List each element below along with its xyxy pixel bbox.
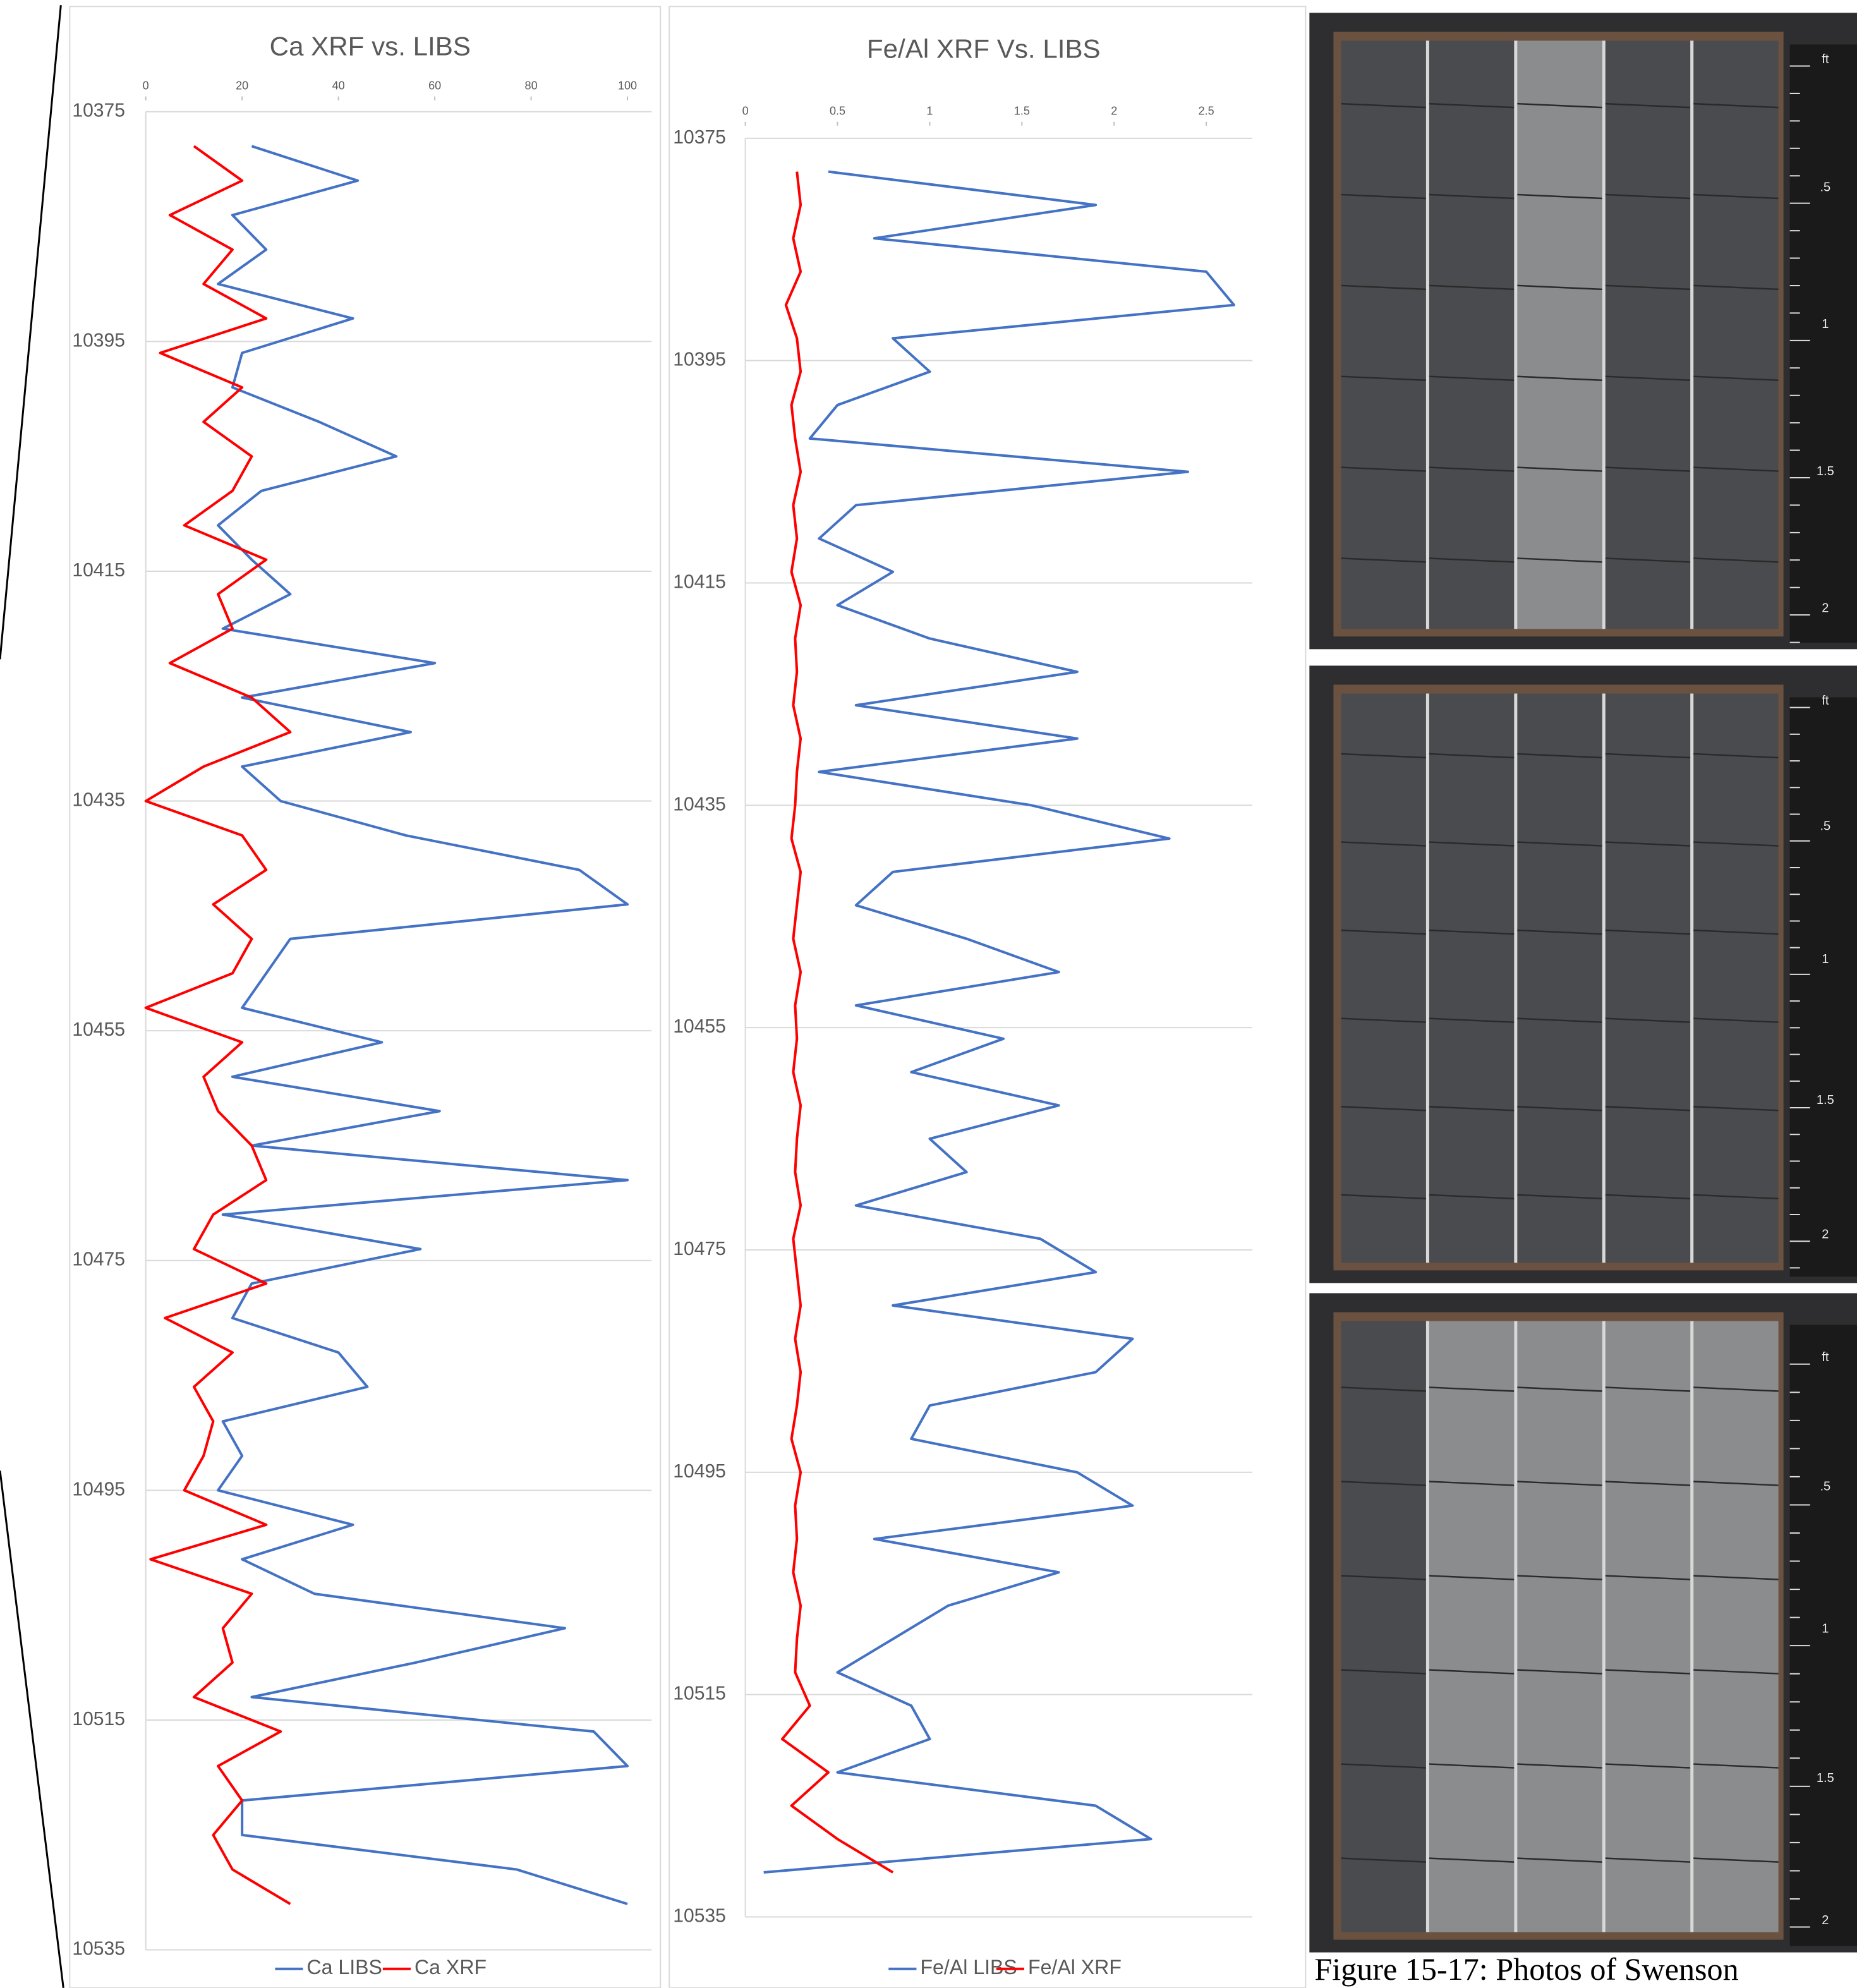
y-tick-label: 10515 xyxy=(72,1709,125,1730)
ruler-label: 2 xyxy=(1822,1913,1829,1927)
y-tick-label: 10475 xyxy=(72,1249,125,1270)
ruler-label: .5 xyxy=(1820,819,1830,833)
core-column xyxy=(1517,40,1602,629)
x-tick-label: 0 xyxy=(143,79,149,92)
core-column xyxy=(1693,1321,1778,1932)
page: ft .5 1 1.5 2 ft .5 1 1.5 2 ft .5 1 1.5 2 Figure 15-17… xyxy=(0,0,1857,1988)
ruler-label: 1 xyxy=(1822,317,1829,331)
core-column xyxy=(1517,694,1602,1263)
ruler-label: ft xyxy=(1822,52,1829,66)
legend-label: Ca XRF xyxy=(414,1956,487,1979)
x-tick-label: 60 xyxy=(428,79,441,92)
x-tick-label: 1.5 xyxy=(1014,104,1030,117)
y-tick-label: 10375 xyxy=(673,127,726,148)
y-tick-label: 10395 xyxy=(72,330,125,351)
x-tick-label: 1 xyxy=(926,104,933,117)
y-tick-label: 10455 xyxy=(72,1019,125,1040)
y-tick-label: 10435 xyxy=(673,794,726,815)
y-tick-label: 10395 xyxy=(673,349,726,370)
chart-panel xyxy=(70,6,660,1988)
zoom-line xyxy=(0,1470,63,1988)
y-tick-label: 10455 xyxy=(673,1016,726,1037)
ruler-label: 1.5 xyxy=(1817,1771,1834,1785)
y-tick-label: 10475 xyxy=(673,1239,726,1259)
y-tick-label: 10435 xyxy=(72,790,125,811)
x-tick-label: 2.5 xyxy=(1199,104,1214,117)
caption: Figure 15-17: Photos of Swenson xyxy=(1314,1951,1738,1987)
ruler-label: .5 xyxy=(1820,1480,1830,1494)
photos: ft .5 1 1.5 2 ft .5 1 1.5 2 ft .5 1 1.5 2 xyxy=(1309,13,1857,1952)
core-column xyxy=(1341,694,1425,1263)
ruler xyxy=(1790,44,1857,643)
y-tick-label: 10495 xyxy=(72,1479,125,1500)
ruler-label: 2 xyxy=(1822,1227,1829,1241)
ruler xyxy=(1790,698,1857,1277)
ruler-label: 1 xyxy=(1822,952,1829,966)
ruler-label: 1.5 xyxy=(1817,1093,1834,1107)
y-tick-label: 10515 xyxy=(673,1683,726,1704)
legend-label: Fe/Al LIBS xyxy=(920,1956,1017,1979)
core-column xyxy=(1341,1321,1425,1932)
ruler-label: 2 xyxy=(1822,601,1829,615)
core-column xyxy=(1429,40,1514,629)
x-tick-label: 100 xyxy=(618,79,637,92)
x-tick-label: 0.5 xyxy=(830,104,845,117)
core-column xyxy=(1341,40,1425,629)
core-column xyxy=(1693,694,1778,1263)
core-column xyxy=(1693,40,1778,629)
chart-title: Fe/Al XRF Vs. LIBS xyxy=(867,34,1101,64)
y-tick-label: 10535 xyxy=(72,1939,125,1960)
ruler-label: ft xyxy=(1822,694,1829,708)
zoom-line xyxy=(0,5,61,659)
x-tick-label: 0 xyxy=(742,104,749,117)
ruler-label: .5 xyxy=(1820,180,1830,194)
core-column xyxy=(1606,694,1690,1263)
ruler-label: ft xyxy=(1822,1350,1829,1364)
y-tick-label: 10415 xyxy=(72,560,125,581)
chart-panel xyxy=(669,6,1305,1988)
ruler-label: 1 xyxy=(1822,1621,1829,1635)
y-tick-label: 10495 xyxy=(673,1461,726,1482)
x-tick-label: 2 xyxy=(1111,104,1117,117)
x-tick-label: 20 xyxy=(236,79,248,92)
core-column xyxy=(1429,694,1514,1263)
core-column xyxy=(1606,40,1690,629)
legend-label: Fe/Al XRF xyxy=(1028,1956,1122,1979)
chart-title: Ca XRF vs. LIBS xyxy=(270,32,471,61)
ruler-label: 1.5 xyxy=(1817,464,1834,478)
core-column xyxy=(1517,1321,1602,1932)
x-tick-label: 40 xyxy=(332,79,345,92)
y-tick-label: 10415 xyxy=(673,571,726,592)
core-column xyxy=(1429,1321,1514,1932)
core-column xyxy=(1606,1321,1690,1932)
legend-label: Ca LIBS xyxy=(306,1956,382,1979)
x-tick-label: 80 xyxy=(525,79,538,92)
figure: ft .5 1 1.5 2 ft .5 1 1.5 2 ft .5 1 1.5 2 Figure 15-17… xyxy=(0,0,1857,1988)
y-tick-label: 10535 xyxy=(673,1905,726,1926)
y-tick-label: 10375 xyxy=(72,100,125,121)
